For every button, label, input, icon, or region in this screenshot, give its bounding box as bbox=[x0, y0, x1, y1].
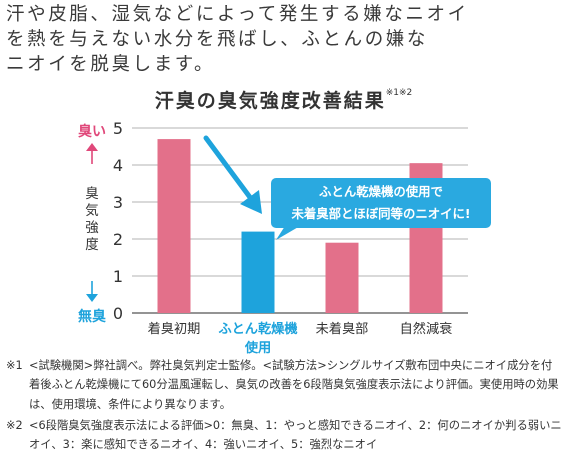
chart-title: 汗臭の臭気強度改善結果※1※2 bbox=[0, 86, 567, 113]
bar bbox=[325, 242, 359, 313]
x-tick-label: 自然減衰 bbox=[400, 320, 453, 337]
pointer-arrowhead-icon bbox=[240, 190, 262, 214]
down-arrowhead-icon bbox=[86, 294, 98, 302]
y-top-label: 臭い bbox=[78, 123, 106, 140]
footnote-2: ※2 <6段階臭気強度表示法による評価>0：無臭、1：やっと感知できるニオイ、2… bbox=[6, 416, 562, 454]
footnote-text: <試験機関>弊社調べ。弊社臭気判定士監修。<試験方法>シングルサイズ敷布団中央に… bbox=[29, 359, 559, 411]
y-tick-label: 1 bbox=[113, 267, 123, 286]
y-tick-label: 2 bbox=[113, 230, 123, 249]
up-arrowhead-icon bbox=[86, 143, 98, 151]
bar bbox=[241, 231, 275, 313]
x-tick-label: 着臭初期 bbox=[148, 320, 201, 337]
footnote-mark: ※2 bbox=[6, 418, 23, 432]
y-tick-label: 5 bbox=[113, 119, 123, 138]
callout-box: ふとん乾燥機の使用で 未着臭部とほぼ同等のニオイに! bbox=[271, 178, 491, 228]
y-tick-label: 0 bbox=[113, 304, 123, 323]
x-tick-label: ふとん乾燥機 bbox=[218, 320, 298, 337]
footnote-mark: ※1 bbox=[6, 359, 23, 372]
chart-title-note: ※1※2 bbox=[385, 88, 413, 98]
intro-text: 汗や皮脂、湿気などによって発生する嫌なニオイ を熱を与えない水分を飛ばし、ふとん… bbox=[6, 2, 562, 77]
footnotes: ※1 <試験機関>弊社調べ。弊社臭気判定士監修。<試験方法>シングルサイズ敷布団… bbox=[6, 356, 562, 454]
y-tick-label: 3 bbox=[113, 193, 123, 212]
x-tick-label: 使用 bbox=[244, 339, 271, 356]
callout-line: 未着臭部とほぼ同等のニオイに! bbox=[291, 206, 471, 221]
pointer-arrow-icon bbox=[203, 135, 255, 203]
y-axis-label: 臭気強度 bbox=[85, 186, 99, 253]
callout-pointer bbox=[203, 135, 300, 240]
y-tick-label: 4 bbox=[113, 156, 123, 175]
intro-line: を熱を与えない水分を飛ばし、ふとんの嫌な bbox=[6, 29, 429, 50]
y-bottom-label: 無臭 bbox=[78, 308, 107, 325]
bar bbox=[157, 139, 191, 313]
x-tick-label: 未着臭部 bbox=[316, 320, 369, 337]
callout-line: ふとん乾燥機の使用で bbox=[319, 184, 443, 199]
footnote-text: <6段階臭気強度表示法による評価>0：無臭、1：やっと感知できるニオイ、2：何の… bbox=[29, 418, 562, 452]
chart-title-text: 汗臭の臭気強度改善結果 bbox=[154, 90, 386, 112]
y-axis-ticks: 0 1 2 3 4 5 bbox=[113, 119, 123, 323]
intro-line: 汗や皮脂、湿気などによって発生する嫌なニオイ bbox=[6, 4, 469, 25]
callout-tail bbox=[276, 226, 300, 240]
footnote-1: ※1 <試験機関>弊社調べ。弊社臭気判定士監修。<試験方法>シングルサイズ敷布団… bbox=[6, 356, 562, 414]
intro-line: ニオイを脱臭します。 bbox=[6, 54, 216, 75]
